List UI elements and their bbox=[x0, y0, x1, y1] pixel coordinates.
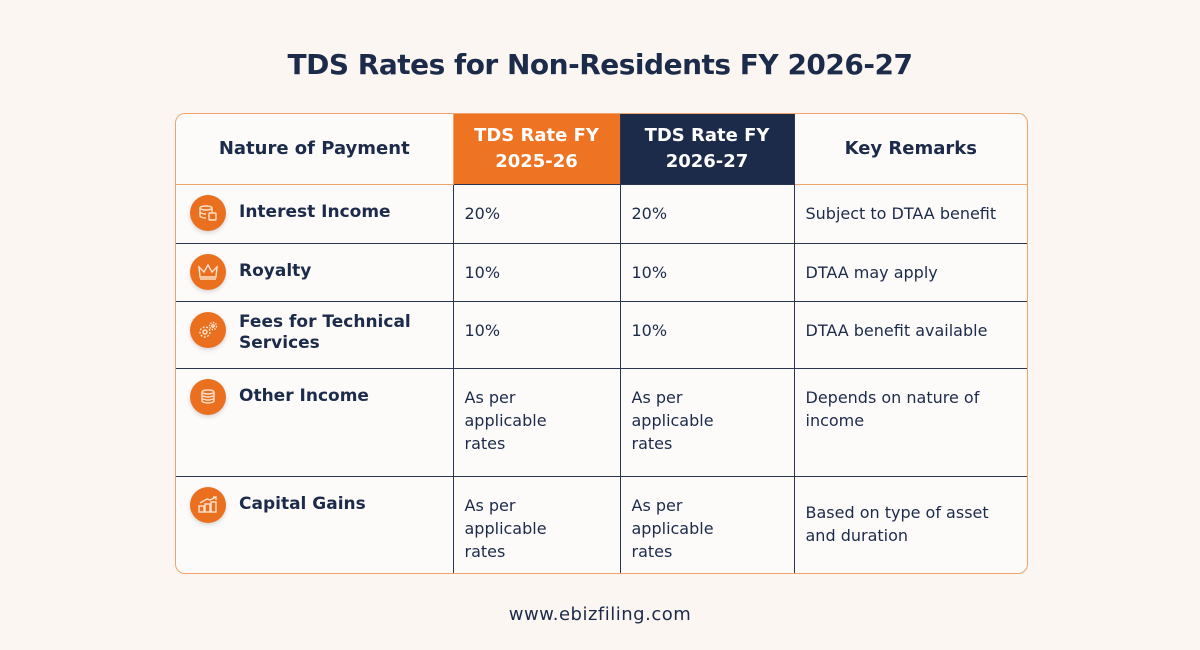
header-nature-of-payment: Nature of Payment bbox=[176, 114, 454, 185]
rate-2026-27: 20% bbox=[631, 203, 668, 223]
website-link[interactable]: www.ebizfiling.com bbox=[508, 604, 692, 625]
remarks: Subject to DTAA benefit bbox=[805, 203, 997, 223]
table-row: Royalty 10% 10% DTAA may apply bbox=[176, 243, 1027, 302]
remarks: DTAA benefit available bbox=[805, 320, 988, 340]
row-name: Fees for Technical Services bbox=[239, 311, 411, 353]
coin-stack-icon bbox=[190, 378, 226, 415]
table-row: Capital Gains As per applicable rates As… bbox=[176, 476, 1027, 573]
crown-icon bbox=[190, 253, 226, 290]
row-name: Capital Gains bbox=[239, 493, 366, 514]
rate-2025-26: 10% bbox=[464, 262, 501, 282]
rate-2025-26: As per applicable rates bbox=[464, 387, 547, 453]
rate-2025-26: As per applicable rates bbox=[464, 495, 547, 561]
gears-icon bbox=[190, 311, 226, 348]
rate-2026-27: As per applicable rates bbox=[631, 387, 714, 453]
coins-stack-icon bbox=[190, 194, 226, 231]
tds-rates-table: Nature of Payment TDS Rate FY 2025-26 TD… bbox=[175, 113, 1028, 574]
header-fy-2025-26: TDS Rate FY 2025-26 bbox=[453, 114, 621, 185]
remarks: DTAA may apply bbox=[805, 262, 938, 282]
remarks: Depends on nature of income bbox=[805, 387, 980, 430]
remarks: Based on type of asset and duration bbox=[805, 502, 989, 545]
growth-chart-icon bbox=[190, 486, 226, 523]
row-name: Other Income bbox=[239, 385, 369, 406]
table-row: Other Income As per applicable rates As … bbox=[176, 368, 1027, 477]
rate-2025-26: 10% bbox=[464, 320, 501, 340]
rate-2025-26: 20% bbox=[464, 203, 501, 223]
table-row: Fees for Technical Services 10% 10% DTAA… bbox=[176, 301, 1027, 369]
table-row: Interest Income 20% 20% Subject to DTAA … bbox=[176, 184, 1027, 244]
rate-2026-27: 10% bbox=[631, 320, 668, 340]
header-fy-2026-27: TDS Rate FY 2026-27 bbox=[620, 114, 795, 185]
page-title: TDS Rates for Non-Residents FY 2026-27 bbox=[287, 48, 913, 81]
rate-2026-27: 10% bbox=[631, 262, 668, 282]
rate-2026-27: As per applicable rates bbox=[631, 495, 714, 561]
row-name: Interest Income bbox=[239, 201, 391, 222]
row-name: Royalty bbox=[239, 260, 312, 281]
table-header-row: Nature of Payment TDS Rate FY 2025-26 TD… bbox=[176, 114, 1027, 185]
header-key-remarks: Key Remarks bbox=[794, 114, 1027, 185]
